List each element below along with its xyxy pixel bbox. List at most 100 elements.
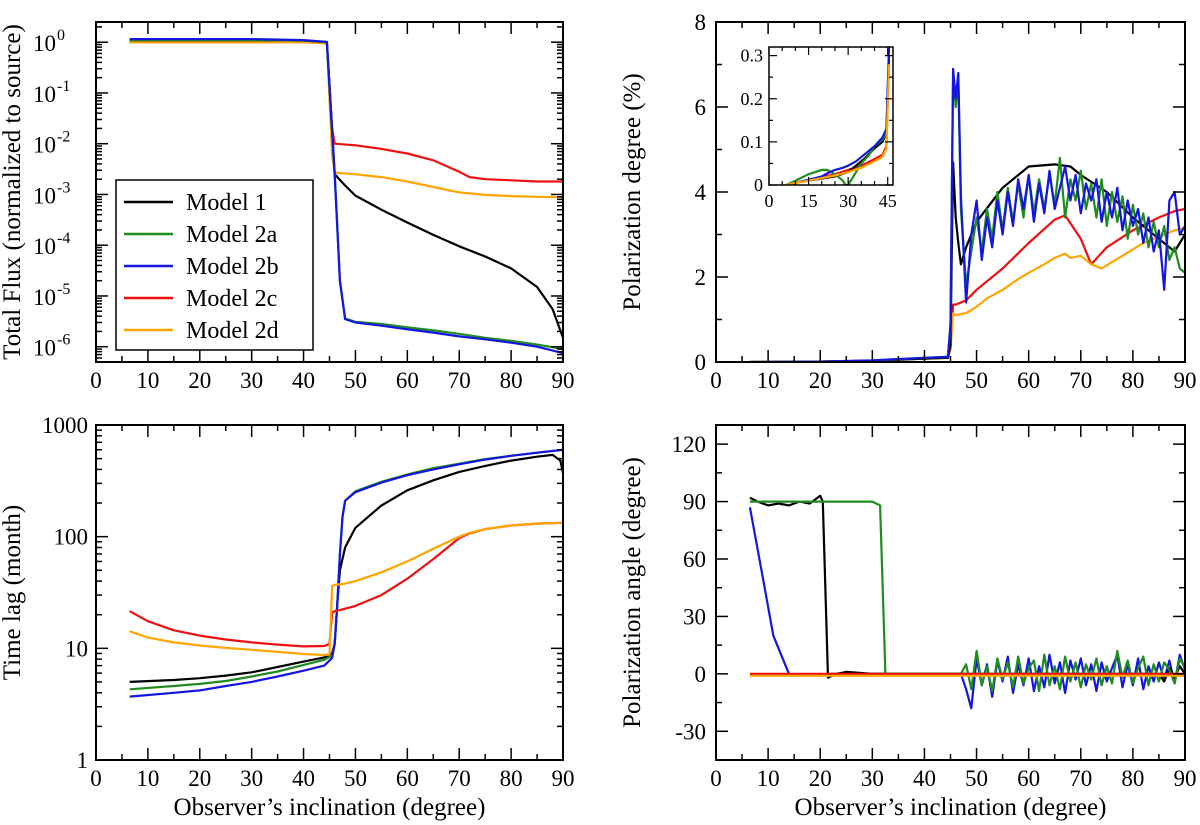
panel-time-lag: 0 10 20 30 40 50 60 70 80 90 1 10 100 1000 Observer’s … <box>0 413 575 821</box>
inset-xtick-label: 0 <box>765 191 774 211</box>
poldeg-xtick-label: 10 <box>757 368 780 393</box>
timelag-series-group <box>129 448 563 698</box>
poldeg-xtick-label: 60 <box>1017 368 1040 393</box>
flux-xtick-label: 90 <box>552 368 575 393</box>
timelag-xtick-label: 70 <box>448 766 471 791</box>
poldeg-xtick-label: 0 <box>710 368 722 393</box>
flux-ytick-base: 10 <box>33 82 56 107</box>
inset-series-group <box>785 47 891 185</box>
polang-xtick-label: 90 <box>1174 766 1197 791</box>
poldeg-line-model-2b <box>749 67 1185 362</box>
timelag-line-model-2b <box>129 448 563 698</box>
timelag-ytick-label: 100 <box>54 525 89 550</box>
flux-xtick-label: 30 <box>240 368 263 393</box>
legend: Model 1 Model 2a Model 2b Model 2c Model 2d <box>115 179 314 351</box>
poldeg-ytick-label: 4 <box>695 180 707 205</box>
polang-series-group <box>748 494 1185 710</box>
timelag-ytick-label: 10 <box>65 636 88 661</box>
panel-polarization-degree: 0 10 20 30 40 50 60 70 80 90 0 2 4 6 8 Polarization deg… <box>619 10 1197 393</box>
polang-xtick-label: 70 <box>1069 766 1092 791</box>
legend-label-model-2b: Model 2b <box>186 254 279 280</box>
timelag-xtick-label: 20 <box>188 766 211 791</box>
flux-ytick-exponent: 0 <box>57 27 65 44</box>
timelag-xtick-label: 80 <box>500 766 523 791</box>
poldeg-xtick-label: 20 <box>809 368 832 393</box>
polang-xtick-label: 10 <box>757 766 780 791</box>
polang-ytick-label: 60 <box>683 547 706 572</box>
poldeg-xtick-label: 30 <box>861 368 884 393</box>
flux-ytick-label: 10 <box>33 336 56 361</box>
flux-ytick-base: 10 <box>33 31 56 56</box>
flux-ytick-base: 10 <box>33 133 56 158</box>
poldeg-xtick-label: 90 <box>1174 368 1197 393</box>
legend-label-model-2d: Model 2d <box>186 318 279 344</box>
flux-line-model-2b <box>129 37 563 355</box>
inset-background <box>769 47 893 185</box>
flux-series-group <box>129 37 563 355</box>
poldeg-series-group <box>749 67 1185 362</box>
legend-label-model-2c: Model 2c <box>186 286 277 312</box>
timelag-ylabel: Time lag (month) <box>0 505 26 680</box>
inset-ytick-label: 0.1 <box>741 132 764 152</box>
polang-ytick-label: -30 <box>675 719 706 744</box>
polang-xtick-label: 20 <box>809 766 832 791</box>
timelag-xtick-label: 30 <box>240 766 263 791</box>
inset-xtick-label: 30 <box>839 191 857 211</box>
flux-xtick-label: 10 <box>136 368 159 393</box>
flux-xtick-label: 60 <box>396 368 419 393</box>
flux-xtick-label: 0 <box>90 368 102 393</box>
timelag-ytick-label: 1000 <box>42 413 88 438</box>
inset-ytick-label: 0.2 <box>741 89 764 109</box>
timelag-line-model-1 <box>129 453 563 683</box>
inset-xtick-label: 15 <box>800 191 818 211</box>
timelag-xtick-label: 90 <box>552 766 575 791</box>
panel-polarization-angle: 0 10 20 30 40 50 60 70 80 90-300306090120Observer… <box>619 424 1197 821</box>
flux-line-model-2c <box>129 41 563 183</box>
flux-xtick-label: 40 <box>292 368 315 393</box>
polang-line-model-2b <box>748 507 1185 710</box>
timelag-xlabel: Observer’s inclination (degree) <box>174 794 486 821</box>
inset-ytick-label: 0 <box>754 175 763 195</box>
flux-ytick-exponent: -1 <box>57 78 70 95</box>
polang-ytick-label: 90 <box>683 490 706 515</box>
timelag-line-model-2d <box>129 521 563 657</box>
polang-line-model-1 <box>749 494 1185 683</box>
poldeg-xtick-label: 50 <box>965 368 988 393</box>
flux-xtick-label: 20 <box>188 368 211 393</box>
flux-ytick-exponent: -6 <box>57 332 70 349</box>
inset-xtick-label: 45 <box>879 191 897 211</box>
polang-xtick-label: 40 <box>913 766 936 791</box>
flux-ytick-base: 10 <box>33 234 56 259</box>
timelag-ytick-label: 1 <box>77 748 89 773</box>
flux-xtick-label: 80 <box>500 368 523 393</box>
timelag-xtick-label: 10 <box>136 766 159 791</box>
timelag-line-model-2a <box>129 448 563 691</box>
timelag-xtick-label: 40 <box>292 766 315 791</box>
flux-line-model-2d <box>129 41 563 199</box>
polang-ytick-label: 0 <box>695 662 707 687</box>
flux-xtick-label: 50 <box>344 368 367 393</box>
flux-ytick-label: 10 <box>33 234 56 259</box>
poldeg-xtick-label: 80 <box>1121 368 1144 393</box>
poldeg-xtick-label: 40 <box>913 368 936 393</box>
polang-ytick-label: 120 <box>672 432 707 457</box>
polang-xtick-label: 60 <box>1017 766 1040 791</box>
poldeg-ytick-label: 2 <box>695 265 707 290</box>
polang-xtick-label: 0 <box>710 766 722 791</box>
flux-ytick-label: 10 <box>33 82 56 107</box>
flux-ytick-label: 10 <box>33 31 56 56</box>
poldeg-xtick-label: 70 <box>1069 368 1092 393</box>
flux-ytick-label: 10 <box>33 133 56 158</box>
timelag-axes-frame <box>95 424 564 761</box>
poldeg-ytick-label: 6 <box>695 95 707 120</box>
flux-xtick-label: 70 <box>448 368 471 393</box>
polang-xlabel: Observer’s inclination (degree) <box>795 794 1107 821</box>
inset-axes-frame <box>768 46 894 186</box>
polang-xtick-label: 50 <box>965 766 988 791</box>
flux-ytick-base: 10 <box>33 183 56 208</box>
poldeg-ytick-label: 0 <box>695 350 707 375</box>
poldeg-ytick-label: 8 <box>695 10 707 35</box>
timelag-xtick-label: 50 <box>344 766 367 791</box>
